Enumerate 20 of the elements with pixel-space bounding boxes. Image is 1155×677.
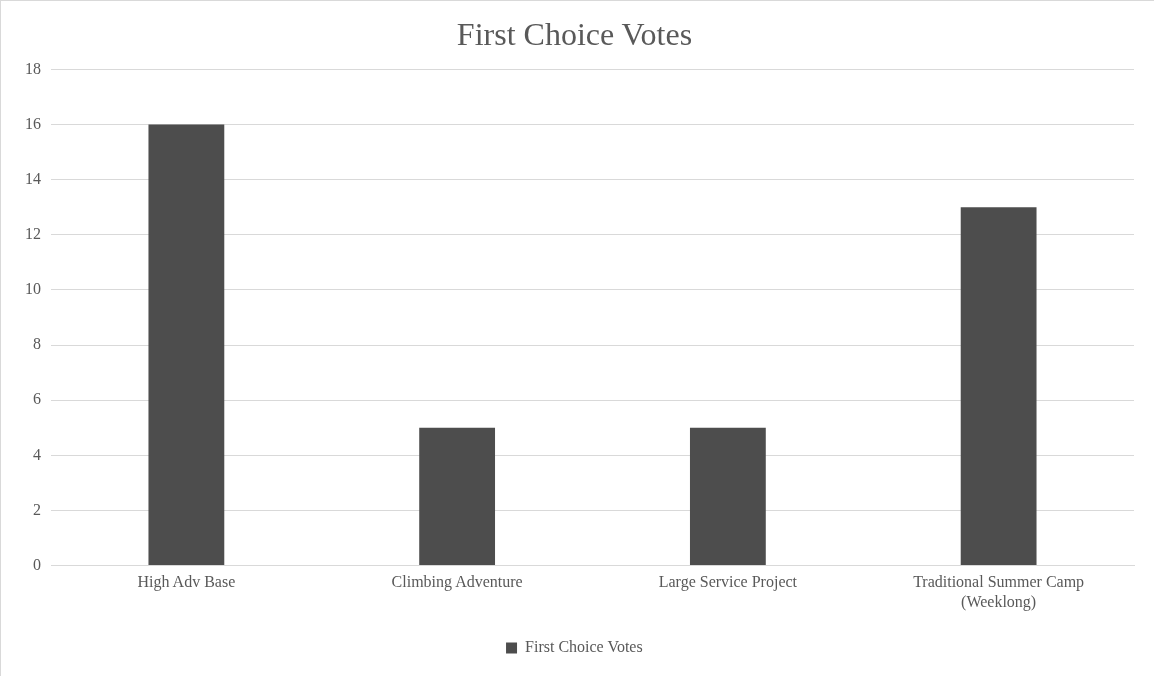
chart-title: First Choice Votes <box>456 15 693 52</box>
y-tick-label: 16 <box>25 114 41 132</box>
y-tick-label: 2 <box>33 500 41 518</box>
bar <box>148 124 225 566</box>
bar <box>960 207 1037 566</box>
y-tick-label: 10 <box>25 280 41 298</box>
y-tick-label: 12 <box>25 225 41 242</box>
y-tick-label: 0 <box>33 555 41 573</box>
x-tick-label: Traditional Summer Camp (Weeklong) <box>913 573 1085 611</box>
x-tick-label: High Adv Base <box>137 573 236 592</box>
y-tick-label: 14 <box>25 169 41 187</box>
y-tick-label: 18 <box>25 59 41 77</box>
bar <box>689 427 766 566</box>
y-tick-label: 6 <box>33 390 41 408</box>
y-tick-label: 4 <box>33 445 41 463</box>
x-tick-label: Large Service Project <box>658 573 798 592</box>
y-tick-label: 8 <box>33 335 41 353</box>
bar <box>419 427 496 566</box>
legend-label: First Choice Votes <box>525 638 643 656</box>
x-tick-label: Climbing Adventure <box>391 573 523 592</box>
